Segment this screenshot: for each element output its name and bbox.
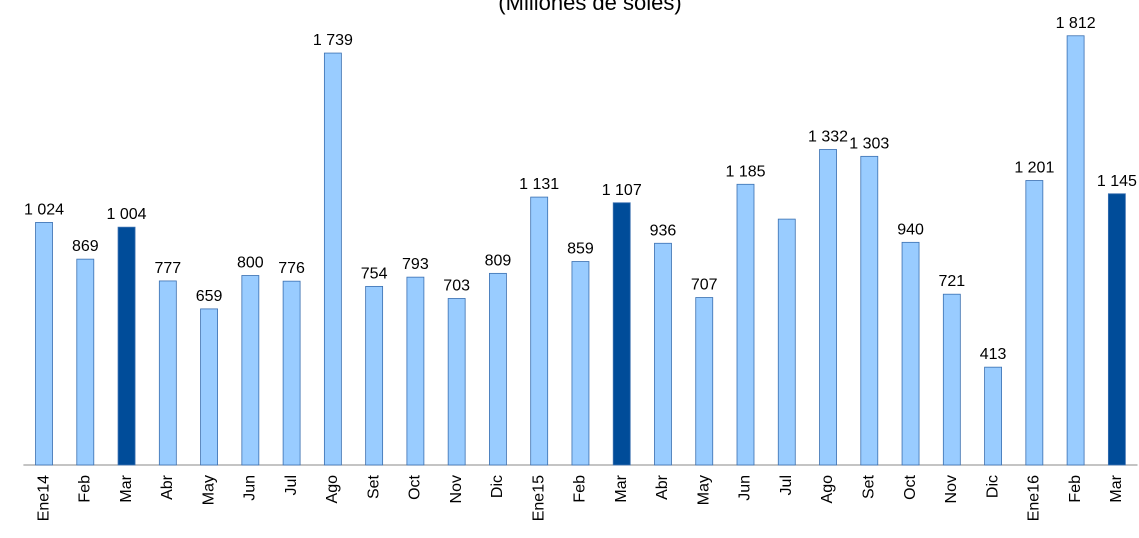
bar — [282, 280, 301, 466]
value-label: 1 131 — [519, 176, 559, 193]
bar — [365, 285, 384, 466]
value-label: 1 185 — [725, 163, 765, 180]
value-label: 940 — [897, 221, 924, 238]
x-tick-label: Abr — [654, 474, 671, 500]
x-tick-label: Abr — [159, 474, 176, 500]
bar — [1025, 180, 1044, 466]
bar — [860, 155, 879, 466]
bar — [117, 226, 136, 466]
x-tick-label: Mar — [1108, 474, 1125, 502]
value-label: 793 — [402, 256, 429, 273]
x-tick-label: Ago — [324, 475, 341, 504]
bar — [901, 241, 920, 466]
x-tick-label: Mar — [118, 474, 135, 502]
bar — [777, 218, 796, 466]
value-label: 1 201 — [1014, 160, 1054, 177]
value-label: 936 — [650, 222, 677, 239]
x-tick-label: Feb — [572, 475, 589, 503]
value-label: 859 — [567, 241, 594, 258]
x-tick-label: Dic — [984, 475, 1001, 498]
value-label: 1 332 — [808, 128, 848, 145]
x-tick-label: Ene14 — [35, 475, 52, 521]
x-tick-label: Ago — [819, 475, 836, 504]
bar — [489, 272, 507, 466]
x-tick-label: Feb — [77, 475, 94, 503]
bar — [406, 276, 425, 466]
bar — [654, 242, 672, 466]
bar — [819, 149, 837, 466]
value-label: 1 739 — [313, 32, 353, 49]
value-label: 721 — [938, 273, 965, 290]
bar — [736, 183, 755, 466]
value-label: 1 145 — [1097, 173, 1137, 190]
x-tick-label: May — [200, 475, 217, 505]
bar — [942, 293, 961, 466]
bar — [241, 275, 260, 466]
x-tick-label: Feb — [1067, 475, 1084, 503]
value-label: 754 — [361, 265, 388, 282]
value-label: 776 — [278, 260, 305, 277]
bar — [612, 202, 631, 466]
x-tick-label: Jun — [737, 475, 754, 501]
bar — [158, 280, 177, 466]
value-label: 1 004 — [107, 206, 147, 223]
value-label: 707 — [691, 277, 718, 294]
value-label: 1 812 — [1056, 15, 1096, 32]
x-tick-label: Ene16 — [1026, 475, 1043, 521]
bar — [200, 308, 218, 466]
bar — [530, 196, 549, 466]
value-label: 869 — [72, 238, 99, 255]
value-label: 703 — [443, 277, 470, 294]
x-tick-label: May — [695, 475, 712, 505]
bar — [984, 366, 1002, 466]
x-tick-label: Dic — [489, 475, 506, 498]
x-tick-label: Set — [365, 474, 382, 499]
x-tick-label: Jun — [242, 475, 259, 501]
x-tick-label: Jul — [778, 475, 795, 495]
bar — [323, 52, 342, 466]
value-label: 659 — [196, 288, 223, 305]
value-label: 1 024 — [24, 201, 64, 218]
bar — [571, 261, 590, 466]
value-label: 809 — [485, 252, 512, 269]
bar — [1066, 35, 1085, 466]
value-label: 777 — [154, 260, 181, 277]
value-label: 800 — [237, 254, 264, 271]
bar — [447, 298, 466, 466]
chart-title: (Millones de soles) — [498, 0, 681, 15]
x-tick-label: Mar — [613, 474, 630, 502]
x-tick-label: Oct — [902, 474, 919, 499]
value-label: 1 107 — [602, 182, 642, 199]
bar — [35, 222, 53, 466]
bar — [1107, 193, 1126, 466]
x-tick-label: Ene15 — [530, 475, 547, 521]
x-tick-label: Set — [861, 474, 878, 499]
bar — [695, 297, 714, 466]
x-tick-label: Nov — [448, 475, 465, 503]
x-tick-label: Oct — [407, 474, 424, 499]
value-label: 413 — [980, 346, 1007, 363]
x-tick-label: Jul — [283, 475, 300, 495]
value-label: 1 303 — [849, 135, 889, 152]
x-tick-label: Nov — [943, 475, 960, 503]
bar — [76, 258, 95, 466]
